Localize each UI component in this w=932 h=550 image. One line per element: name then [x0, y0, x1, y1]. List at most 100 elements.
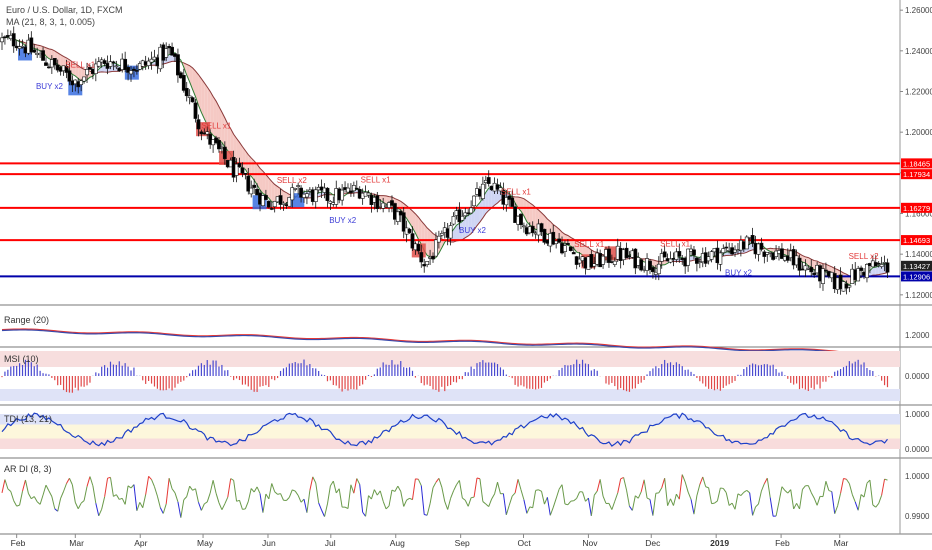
candle-body — [111, 61, 116, 64]
ardi-segment — [13, 500, 18, 507]
ardi-segment — [587, 498, 592, 516]
ardi-segment — [324, 503, 328, 517]
level-price-tag — [901, 260, 932, 271]
ardi-segment — [429, 487, 434, 504]
ma-cloud-segment — [60, 54, 64, 67]
ardi-segment — [136, 502, 141, 511]
ma-cloud-segment — [239, 142, 243, 169]
level-price-label: 1.14693 — [903, 236, 930, 245]
ardi-segment — [365, 495, 370, 517]
ardi-segment — [159, 507, 164, 514]
candle-body — [299, 187, 303, 198]
candle-body — [750, 235, 755, 244]
level-price-label: 1.17934 — [903, 170, 930, 179]
candle-body — [146, 60, 151, 66]
candle-body — [129, 70, 133, 75]
ardi-segment — [822, 481, 827, 497]
ardi-segment — [617, 478, 622, 493]
ardi-segment — [784, 490, 789, 494]
ardi-segment — [690, 499, 695, 515]
ardi-segment — [206, 492, 211, 503]
ardi-segment — [541, 491, 545, 505]
ardi-segment — [192, 488, 196, 491]
ardi-segment — [244, 501, 249, 510]
y-tick-label: 1.14000 — [905, 250, 932, 259]
ardi-segment — [708, 487, 713, 504]
ardi-segment — [95, 503, 100, 516]
candle-body — [410, 233, 415, 249]
ardi-segment — [444, 501, 449, 510]
ardi-segment — [221, 503, 226, 510]
ardi-segment — [538, 489, 542, 492]
candle-body — [305, 193, 309, 198]
level-price-label: 1.16279 — [903, 204, 930, 213]
ma-cloud-segment — [210, 91, 214, 136]
ardi-segment — [438, 478, 443, 488]
ma-cloud-segment — [268, 178, 272, 202]
ardi-segment — [851, 494, 856, 503]
candle-body — [249, 187, 254, 195]
msi-y-tick-label: 0.0000 — [905, 372, 930, 381]
ardi-segment — [250, 488, 255, 493]
ardi-segment — [256, 486, 261, 494]
ma-cloud-segment — [186, 64, 190, 82]
ardi-segment — [590, 495, 595, 516]
ardi-segment — [107, 476, 111, 479]
level-price-tag — [901, 271, 932, 282]
ardi-segment — [156, 495, 161, 508]
ma-cloud-segment — [479, 197, 483, 223]
ardi-segment — [716, 487, 721, 502]
ardi-segment — [189, 485, 193, 491]
ardi-segment — [681, 474, 686, 483]
ardi-segment — [523, 499, 528, 514]
candle-body — [196, 119, 201, 130]
ardi-segment — [239, 500, 243, 510]
candle-body — [366, 192, 371, 196]
ardi-segment — [400, 491, 405, 507]
ardi-segment — [881, 478, 886, 496]
ardi-segment — [462, 497, 466, 501]
ardi-segment — [517, 479, 522, 490]
candle-body — [313, 189, 318, 202]
ma-cloud-segment — [271, 181, 275, 203]
candle-body — [859, 267, 863, 271]
ardi-segment — [629, 506, 633, 511]
range-y-tick-label: 1.2000 — [905, 331, 930, 340]
ardi-segment — [195, 488, 199, 503]
level-price-label: 1.18465 — [903, 159, 930, 168]
ma-cloud-segment — [63, 56, 67, 68]
ardi-segment — [268, 483, 273, 500]
ardi-segment — [529, 506, 533, 509]
candle-body — [164, 48, 169, 58]
ardi-segment — [696, 484, 701, 496]
ma-cloud-segment — [427, 227, 431, 257]
ardi-segment — [180, 499, 185, 518]
ardi-segment — [623, 477, 628, 491]
ardi-segment — [602, 496, 607, 504]
ardi-segment — [646, 497, 651, 500]
level-price-tag — [901, 235, 932, 246]
ardi-segment — [39, 494, 44, 505]
candle-body — [252, 184, 257, 188]
candle-body — [448, 225, 453, 239]
candle-body — [290, 187, 295, 201]
ardi-segment — [63, 483, 67, 492]
ma-cloud-segment — [491, 186, 495, 208]
ardi-segment — [186, 486, 191, 497]
ma-cloud-segment — [412, 211, 416, 234]
candle-body — [519, 213, 523, 226]
ardi-segment — [831, 491, 836, 514]
ardi-segment — [113, 494, 117, 497]
y-tick-label: 1.26000 — [905, 6, 932, 15]
ardi-segment — [332, 481, 337, 494]
ardi-segment — [236, 499, 240, 502]
ardi-segment — [760, 483, 765, 492]
ardi-segment — [488, 498, 493, 507]
x-tick-label: Oct — [517, 538, 531, 548]
ardi-segment — [670, 498, 674, 506]
candle-body — [3, 36, 7, 39]
ardi-segment — [813, 497, 818, 506]
candle-body — [349, 190, 353, 193]
ardi-segment — [224, 497, 229, 505]
